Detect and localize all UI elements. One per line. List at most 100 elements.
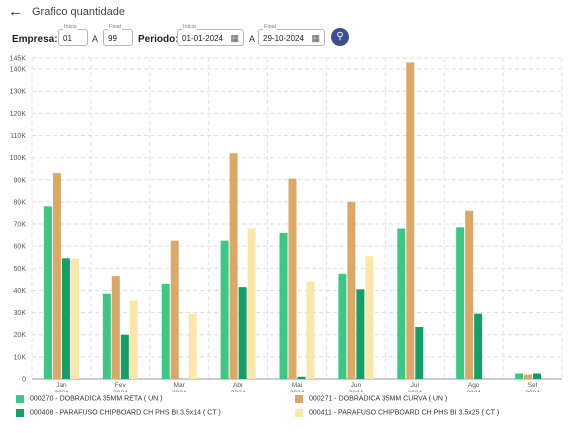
bar-1	[102, 293, 111, 379]
y-tick-label: 80K	[14, 199, 27, 206]
x-tick-label: Jun	[351, 382, 362, 389]
arrow-left-icon[interactable]: ←	[8, 3, 23, 20]
legend-item[interactable]: 000408 - PARAFUSO CHIPBOARD CH PHS BI 3.…	[16, 409, 221, 417]
bar-2	[229, 153, 238, 379]
bar-4	[129, 300, 138, 379]
x-tick-label: Mai	[292, 382, 302, 389]
bar-1	[456, 227, 465, 379]
y-tick-label: 40K	[14, 288, 27, 295]
bar-2	[170, 240, 179, 379]
bar-3	[356, 289, 365, 379]
bar-4	[306, 281, 315, 379]
x-tick-year: 2024	[172, 390, 187, 392]
bar-2	[465, 210, 474, 379]
y-tick-label: 110K	[10, 133, 26, 140]
x-tick-year: 2024	[349, 390, 364, 392]
x-tick-label: Jul	[411, 382, 420, 389]
empresa-final-value: 99	[108, 34, 117, 43]
bar-3	[533, 373, 542, 379]
empresa-inicio-label: Inicio	[63, 24, 78, 31]
bar-1	[161, 283, 170, 379]
x-tick-year: 2024	[54, 390, 69, 392]
x-tick-label: Ago	[468, 382, 480, 389]
date-inicio-label: Inicio	[182, 24, 197, 31]
bar-2	[288, 178, 297, 379]
bar-4	[247, 228, 256, 379]
x-tick-label: Jan	[56, 382, 67, 389]
bar-4	[188, 313, 197, 379]
calendar-icon[interactable]: ▦	[230, 33, 239, 43]
bar-1	[515, 373, 524, 379]
legend-label: 000270 - DOBRADICA 35MM RETA ( UN )	[30, 395, 163, 403]
y-tick-label: 20K	[14, 332, 27, 339]
x-tick-label: Fev	[115, 382, 127, 389]
legend-swatch	[16, 409, 24, 417]
date-inicio-field[interactable]: Inicio 01-01-2024 ▦	[177, 24, 244, 46]
bar-1	[220, 240, 229, 379]
x-tick-year: 2024	[466, 390, 481, 392]
filter-bar: Empresa: Inicio 01 A Final 99 Periodo: I…	[0, 24, 582, 51]
x-tick-year: 2024	[113, 390, 128, 392]
y-tick-label: 30K	[14, 310, 27, 317]
empresa-inicio-value: 01	[63, 34, 72, 43]
y-tick-label: 60K	[14, 244, 27, 251]
bar-1	[279, 232, 288, 379]
y-tick-label: 0	[22, 377, 26, 384]
y-tick-label: 90K	[14, 177, 27, 184]
legend-item[interactable]: 000271 - DOBRADICA 35MM CURVA ( UN )	[295, 395, 447, 403]
date-final-value: 29-10-2024	[263, 34, 304, 43]
empresa-final-field[interactable]: Final 99	[103, 24, 133, 46]
bar-2	[406, 62, 415, 380]
legend-item[interactable]: 000270 - DOBRADICA 35MM RETA ( UN )	[16, 395, 163, 403]
legend-label: 000271 - DOBRADICA 35MM CURVA ( UN )	[309, 395, 448, 403]
x-tick-year: 2024	[525, 390, 540, 392]
x-tick-label: Set	[528, 382, 538, 389]
search-button[interactable]: ⚲	[331, 28, 349, 46]
bar-3	[61, 258, 70, 379]
bar-1	[338, 273, 347, 379]
bar-2	[524, 374, 533, 379]
chart-legend: 000270 - DOBRADICA 35MM RETA ( UN ) 00027…	[0, 392, 582, 432]
periodo-range-separator: A	[249, 34, 256, 44]
empresa-label: Empresa:	[12, 34, 58, 45]
bar-3	[415, 326, 424, 379]
bar-3	[297, 376, 306, 379]
header-bar: ← Grafico quantidade	[0, 0, 582, 26]
periodo-label: Periodo:	[138, 34, 179, 45]
bar-1	[397, 228, 406, 379]
page-title: Grafico quantidade	[32, 6, 125, 18]
bar-2	[111, 276, 120, 379]
bar-2	[347, 201, 356, 379]
legend-swatch	[16, 395, 24, 403]
empresa-inicio-field[interactable]: Inicio 01	[58, 24, 88, 46]
date-final-field[interactable]: Final 29-10-2024 ▦	[258, 24, 325, 46]
x-tick-year: 2024	[290, 390, 305, 392]
legend-item[interactable]: 000411 - PARAFUSO CHIPBOARD CH PHS BI 3.…	[295, 409, 499, 417]
bar-4	[365, 256, 374, 379]
bar-3	[474, 313, 483, 379]
empresa-range-separator: A	[92, 34, 99, 44]
bar-chart: 0 10K 20K 30K 40K 50K 60K 70K 80K 90K 100K 110K 120K…	[10, 56, 563, 392]
x-tick-year: 2024	[231, 390, 246, 392]
x-tick-label: Mar	[174, 382, 186, 389]
y-tick-label: 140K	[10, 67, 27, 74]
legend-swatch	[295, 409, 303, 417]
y-tick-label: 10K	[14, 354, 27, 361]
y-tick-label: 50K	[14, 266, 27, 273]
bar-3	[120, 334, 129, 379]
bar-3	[238, 287, 247, 379]
legend-label: 000411 - PARAFUSO CHIPBOARD CH PHS BI 3.…	[309, 409, 500, 417]
y-tick-label: 100K	[10, 155, 27, 162]
legend-label: 000408 - PARAFUSO CHIPBOARD CH PHS BI 3.…	[30, 409, 221, 417]
date-final-label: Final	[263, 24, 277, 31]
date-inicio-value: 01-01-2024	[182, 34, 223, 43]
y-tick-label: 120K	[10, 111, 27, 118]
x-tick-label: Abr	[233, 382, 244, 389]
bar-4	[70, 258, 79, 379]
legend-swatch	[295, 395, 303, 403]
bar-2	[52, 173, 61, 379]
x-tick-year: 2024	[408, 390, 423, 392]
empresa-final-label: Final	[108, 24, 122, 31]
y-tick-label: 145K	[10, 56, 27, 63]
calendar-icon[interactable]: ▦	[311, 33, 320, 43]
